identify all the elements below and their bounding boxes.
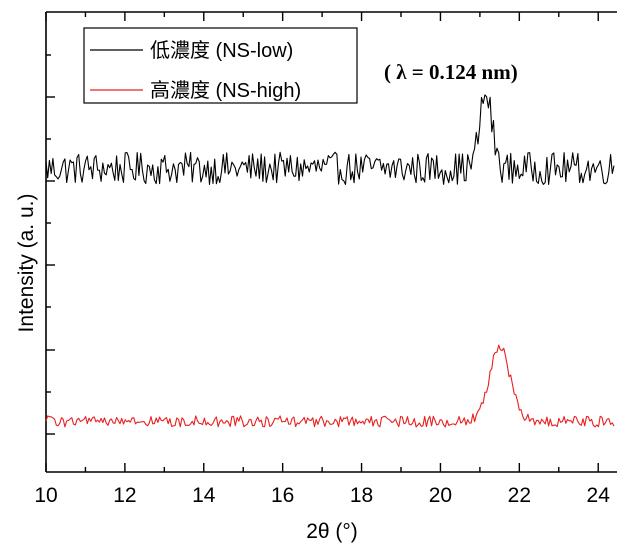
axis-ticks: 10 12 14 16 18 20 22 24 [34,12,610,507]
series-line-ns-low [45,94,615,186]
x-tick-label: 14 [192,484,216,507]
x-tick-label: 22 [508,484,531,507]
x-tick-label: 24 [587,484,611,507]
x-tick-label: 18 [350,484,373,507]
plot-frame [45,11,617,473]
x-tick-label: 20 [429,484,452,507]
x-tick-label: 10 [34,484,57,507]
series-line-ns-high [45,344,615,428]
x-tick-label: 12 [113,484,136,507]
x-tick-label: 16 [271,484,294,507]
legend: 低濃度 (NS-low) 高濃度 (NS-high) [83,27,358,104]
legend-label-ns-low: 低濃度 (NS-low) [150,39,293,62]
series-layer [45,94,615,428]
legend-label-ns-high: 高濃度 (NS-high) [150,79,301,102]
wavelength-annotation: ( λ = 0.124 nm) [384,60,518,84]
y-axis-title: Intensity (a. u.) [15,194,38,333]
x-axis-title: 2θ (°) [306,520,358,543]
